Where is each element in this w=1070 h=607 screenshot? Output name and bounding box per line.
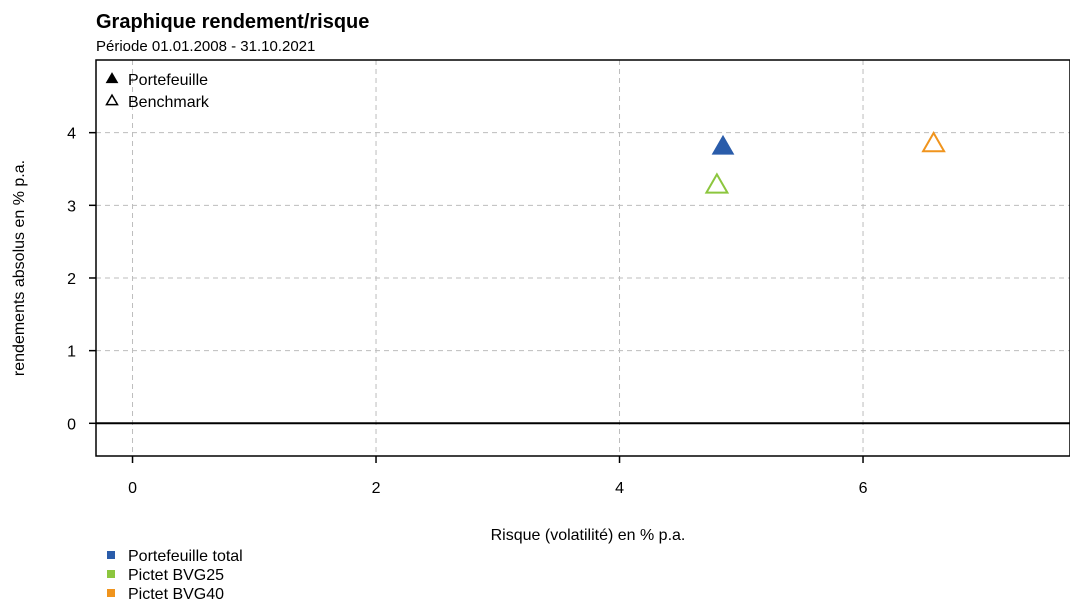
x-tick-label: 4 (615, 480, 624, 497)
chart-title: Graphique rendement/risque (96, 11, 369, 33)
x-tick-label: 6 (859, 480, 868, 497)
color-swatch (107, 589, 115, 597)
y-tick-label: 2 (67, 271, 76, 288)
x-tick-label: 2 (372, 480, 381, 497)
benchmark-point (921, 130, 946, 153)
x-tick-label: 0 (128, 480, 137, 497)
y-tick-label: 0 (67, 416, 76, 433)
benchmark-point (704, 172, 730, 194)
portefeuille-point (711, 134, 735, 155)
y-tick-label: 4 (67, 126, 76, 143)
filled-triangle-icon (105, 72, 119, 84)
grid (96, 60, 1070, 456)
color-swatch (107, 570, 115, 578)
color-legend-label: Pictet BVG40 (128, 586, 224, 603)
shape-legend-label: Portefeuille (128, 72, 208, 89)
color-swatch (107, 551, 115, 559)
data-points (704, 130, 946, 194)
x-axis-label: Risque (volatilité) en % p.a. (491, 527, 686, 544)
color-legend-label: Pictet BVG25 (128, 567, 224, 584)
axis-ticks: 0 2 4 6 0 1 2 3 4 (67, 126, 867, 497)
y-tick-label: 1 (67, 344, 76, 361)
color-legend-label: Portefeuille total (128, 548, 243, 565)
color-legend: Portefeuille total Pictet BVG25 Pictet BVG… (107, 548, 243, 603)
plot-frame (95, 59, 1070, 457)
y-tick-label: 3 (67, 198, 76, 215)
open-triangle-icon (105, 93, 119, 106)
shape-legend-label: Benchmark (128, 94, 210, 111)
shape-legend: Portefeuille Benchmark (105, 72, 210, 111)
y-axis-label: rendements absolus en % p.a. (11, 160, 28, 376)
chart-subtitle: Période 01.01.2008 - 31.10.2021 (96, 38, 315, 55)
